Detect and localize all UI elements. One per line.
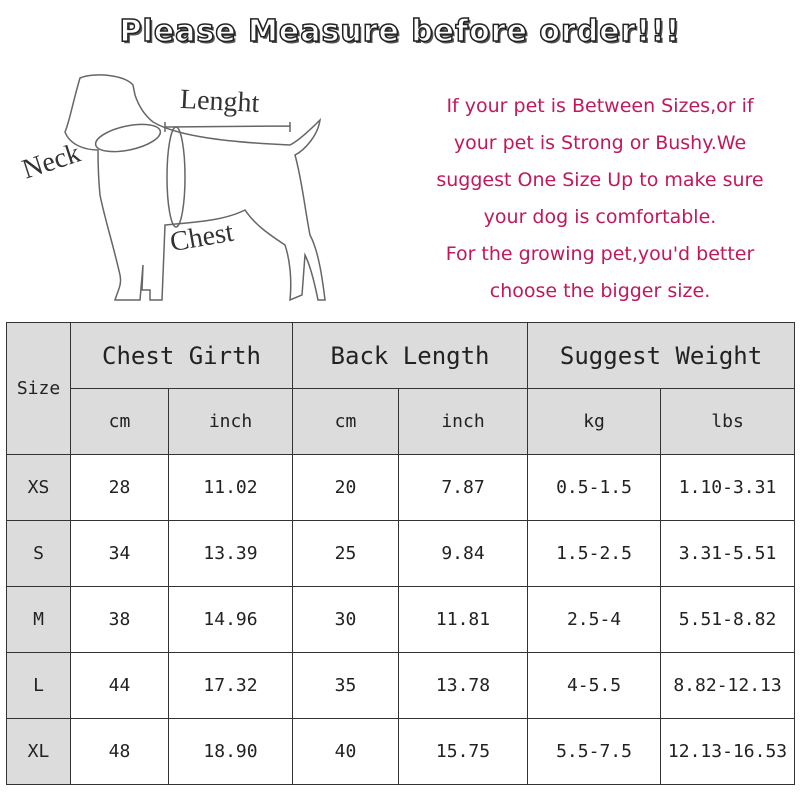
unit-header: cm xyxy=(70,388,169,455)
size-table: Size Chest Girth Back Length Suggest Wei… xyxy=(6,322,796,785)
table-row: M 38 14.96 30 11.81 2.5-4 5.51-8.82 xyxy=(6,586,796,653)
value-cell: 30 xyxy=(292,586,400,653)
value-cell: 5.51-8.82 xyxy=(660,586,796,653)
advice-line: your pet is Strong or Bushy.We xyxy=(453,132,747,154)
table-row: S 34 13.39 25 9.84 1.5-2.5 3.31-5.51 xyxy=(6,520,796,587)
back-length-header: Back Length xyxy=(292,322,529,389)
value-cell: 4-5.5 xyxy=(527,652,662,719)
size-cell: XS xyxy=(6,454,71,521)
advice-line: suggest One Size Up to make sure xyxy=(436,169,764,191)
value-cell: 9.84 xyxy=(398,520,529,587)
value-cell: 0.5-1.5 xyxy=(527,454,662,521)
advice-line: choose the bigger size. xyxy=(489,280,711,302)
table-row: XS 28 11.02 20 7.87 0.5-1.5 1.10-3.31 xyxy=(6,454,796,521)
value-cell: 35 xyxy=(292,652,400,719)
dog-outline-illustration xyxy=(64,74,326,302)
size-cell: XL xyxy=(6,718,71,785)
value-cell: 12.13-16.53 xyxy=(660,718,796,785)
value-cell: 11.81 xyxy=(398,586,529,653)
value-cell: 13.39 xyxy=(167,520,294,587)
value-cell: 1.10-3.31 xyxy=(660,454,796,521)
value-cell: 18.90 xyxy=(167,718,294,785)
length-label: Lenght xyxy=(179,83,261,120)
value-cell: 48 xyxy=(70,718,169,785)
unit-header: inch xyxy=(398,388,529,455)
header-row-groups: Size Chest Girth Back Length Suggest Wei… xyxy=(6,322,796,455)
value-cell: 11.02 xyxy=(167,454,294,521)
value-cell: 8.82-12.13 xyxy=(660,652,796,719)
value-cell: 34 xyxy=(70,520,169,587)
size-cell: S xyxy=(6,520,71,587)
value-cell: 5.5-7.5 xyxy=(527,718,662,785)
value-cell: 1.5-2.5 xyxy=(527,520,662,587)
value-cell: 17.32 xyxy=(167,652,294,719)
sizing-advice: If your pet is Between Sizes,or if your … xyxy=(405,88,795,310)
chest-girth-header: Chest Girth xyxy=(69,322,294,389)
value-cell: 25 xyxy=(292,520,400,587)
value-cell: 20 xyxy=(292,454,400,521)
table-row: L 44 17.32 35 13.78 4-5.5 8.82-12.13 xyxy=(6,652,796,719)
value-cell: 15.75 xyxy=(398,718,529,785)
advice-line: For the growing pet,you'd better xyxy=(445,243,755,265)
value-cell: 13.78 xyxy=(398,652,529,719)
table-row: XL 48 18.90 40 15.75 5.5-7.5 12.13-16.53 xyxy=(6,718,796,785)
advice-line: If your pet is Between Sizes,or if xyxy=(446,95,754,117)
page-title: Please Measure before order!!! xyxy=(119,13,681,50)
value-cell: 2.5-4 xyxy=(527,586,662,653)
value-cell: 14.96 xyxy=(167,586,294,653)
size-cell: L xyxy=(6,652,71,719)
unit-header: cm xyxy=(292,388,400,455)
value-cell: 7.87 xyxy=(398,454,529,521)
value-cell: 44 xyxy=(70,652,169,719)
value-cell: 3.31-5.51 xyxy=(660,520,796,587)
unit-header: kg xyxy=(527,388,662,455)
size-cell: M xyxy=(6,586,71,653)
size-header: Size xyxy=(6,322,71,455)
unit-header: lbs xyxy=(660,388,796,455)
value-cell: 28 xyxy=(70,454,169,521)
header-row-units: cm inch cm inch kg lbs xyxy=(7,388,796,455)
value-cell: 38 xyxy=(70,586,169,653)
unit-header: inch xyxy=(167,388,294,455)
suggest-weight-header: Suggest Weight xyxy=(527,322,796,389)
value-cell: 40 xyxy=(292,718,400,785)
advice-line: your dog is comfortable. xyxy=(483,206,717,228)
